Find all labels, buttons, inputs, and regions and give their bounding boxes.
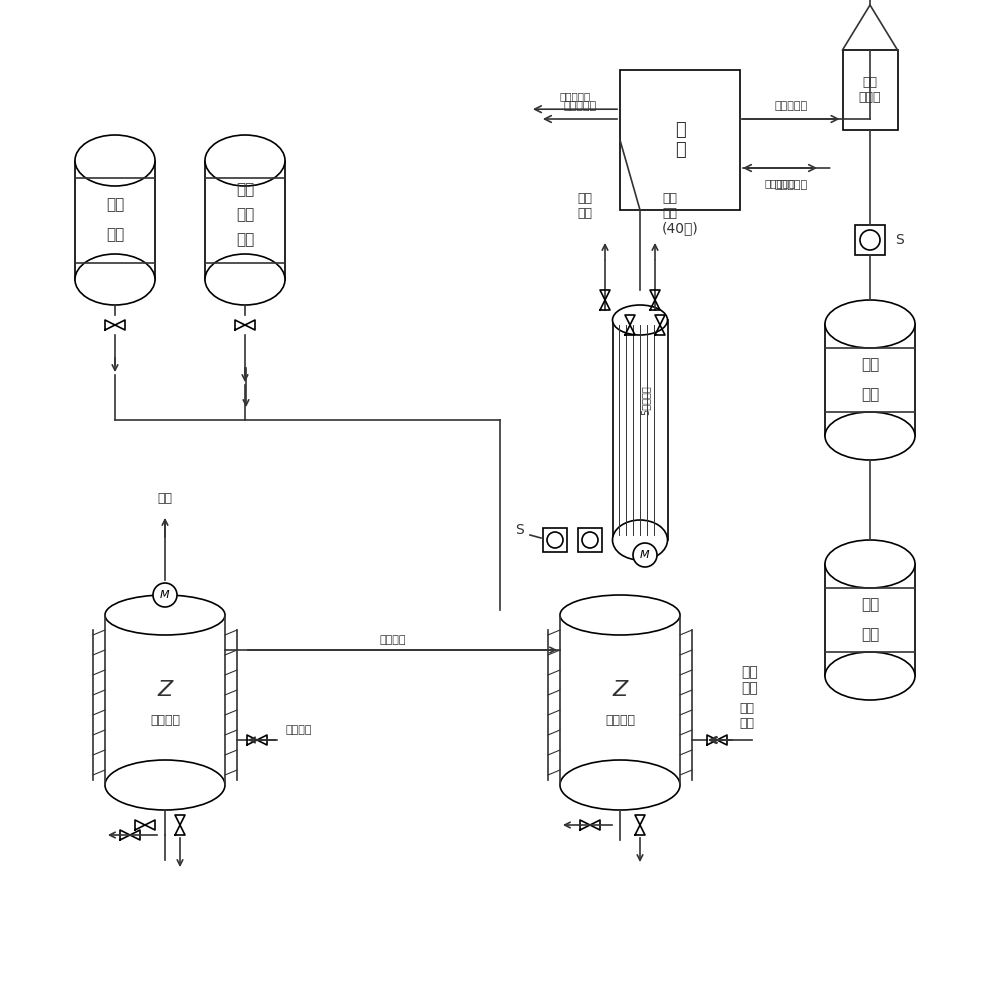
Circle shape [153, 583, 177, 607]
Bar [543, 528, 567, 552]
Text: 5㎥裂解釜: 5㎥裂解釜 [640, 385, 650, 415]
Bar [620, 70, 740, 210]
Text: Z: Z [612, 680, 628, 700]
Text: 丙酮: 丙酮 [861, 358, 879, 372]
Text: Z: Z [157, 680, 172, 700]
Text: 负压过筛: 负压过筛 [379, 635, 405, 645]
Text: 冷冻盐水进: 冷冻盐水进 [765, 178, 796, 188]
Ellipse shape [825, 300, 915, 348]
Text: 板
换: 板 换 [675, 121, 686, 159]
Ellipse shape [75, 135, 155, 186]
Text: 液槽: 液槽 [236, 232, 254, 247]
Ellipse shape [105, 760, 225, 810]
Text: 受槽: 受槽 [861, 387, 879, 402]
Ellipse shape [205, 254, 285, 305]
Text: 酸槽: 酸槽 [106, 228, 124, 242]
Text: M: M [160, 590, 170, 600]
Bar [578, 528, 602, 552]
Text: 新水解釜: 新水解釜 [605, 714, 635, 726]
Ellipse shape [612, 305, 667, 335]
Text: 稀释: 稀释 [236, 208, 254, 223]
Bar [842, 50, 897, 130]
Text: 气液
分离器: 气液 分离器 [859, 76, 882, 104]
Text: 丙酮: 丙酮 [861, 597, 879, 612]
Ellipse shape [560, 595, 680, 635]
Bar [612, 320, 667, 540]
Ellipse shape [825, 652, 915, 700]
Text: 中压
蒸气: 中压 蒸气 [742, 665, 759, 695]
Circle shape [582, 532, 598, 548]
Bar [825, 324, 915, 436]
Bar [825, 564, 915, 676]
Text: 冷却
水进: 冷却 水进 [662, 192, 678, 220]
Ellipse shape [612, 520, 667, 560]
Text: S: S [516, 523, 524, 537]
Circle shape [547, 532, 563, 548]
Text: S: S [895, 233, 903, 247]
Text: 大槽: 大槽 [861, 628, 879, 643]
Bar [855, 225, 885, 255]
Text: 冷冻盐水出: 冷冻盐水出 [774, 101, 808, 111]
Text: 冷冻盐水进: 冷冻盐水进 [774, 180, 808, 190]
Bar [75, 160, 155, 279]
Ellipse shape [105, 595, 225, 635]
Text: 冷冻盐水出: 冷冻盐水出 [564, 101, 596, 111]
Bar [205, 160, 285, 279]
Text: 中压
蒸气: 中压 蒸气 [740, 702, 755, 730]
Text: 真空: 真空 [157, 492, 172, 505]
Ellipse shape [75, 254, 155, 305]
Ellipse shape [825, 540, 915, 588]
Text: 中压蒸气: 中压蒸气 [285, 725, 312, 735]
Ellipse shape [560, 760, 680, 810]
Text: M: M [641, 550, 649, 560]
Text: 稀醋: 稀醋 [106, 198, 124, 213]
Ellipse shape [825, 412, 915, 460]
Text: 冷冻盐水出: 冷冻盐水出 [559, 91, 590, 101]
Text: 冷却
水出: 冷却 水出 [578, 192, 592, 220]
Circle shape [633, 543, 657, 567]
Circle shape [860, 230, 880, 250]
Text: 老水解釜: 老水解釜 [150, 714, 180, 726]
Ellipse shape [205, 135, 285, 186]
Text: (40㎡): (40㎡) [661, 221, 699, 235]
Text: 残渣: 残渣 [236, 182, 254, 198]
